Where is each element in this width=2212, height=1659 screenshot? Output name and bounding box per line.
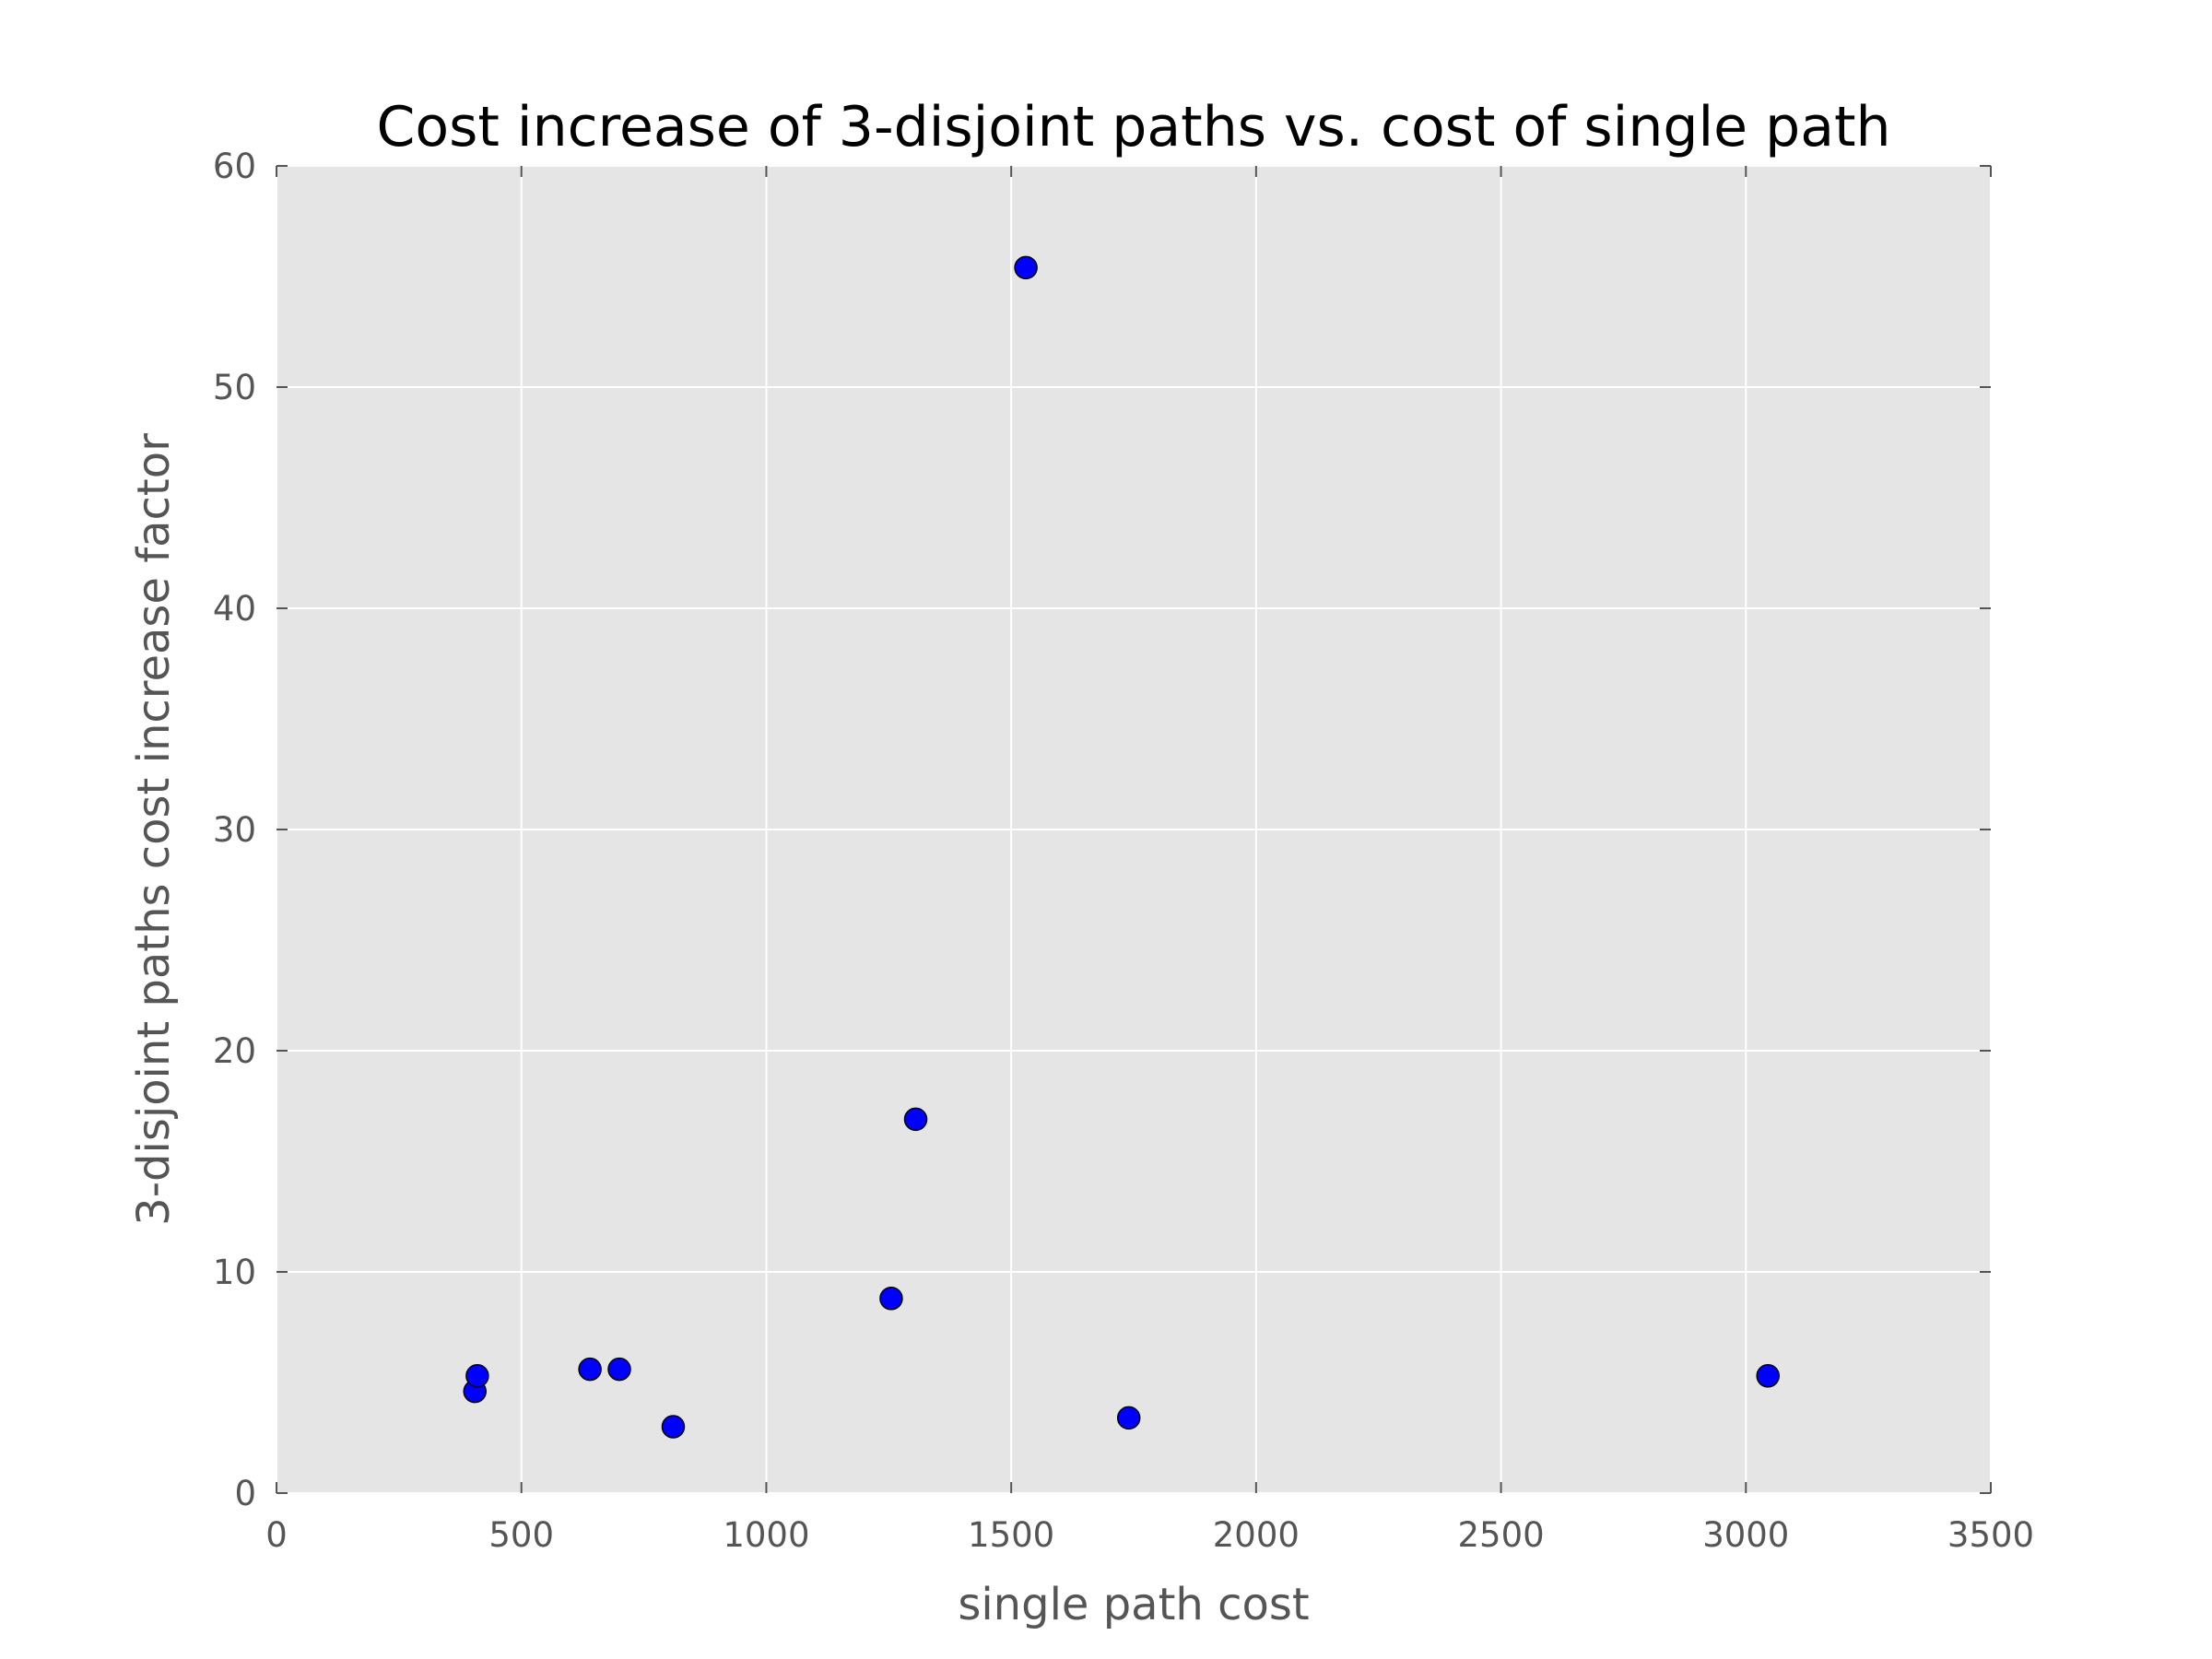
x-tick-label: 0 — [265, 1515, 288, 1555]
x-tick-label: 3000 — [1702, 1515, 1789, 1555]
x-tick-label: 1000 — [723, 1515, 809, 1555]
x-axis-label: single path cost — [958, 1579, 1309, 1630]
x-tick-label: 500 — [488, 1515, 554, 1555]
data-point — [661, 1415, 686, 1439]
y-tick-label: 40 — [213, 589, 256, 629]
y-tick-label: 10 — [213, 1253, 256, 1292]
y-tick-label: 60 — [213, 147, 256, 186]
x-tick-label: 3500 — [1947, 1515, 2034, 1555]
data-point — [465, 1364, 489, 1388]
data-point — [903, 1107, 928, 1132]
data-point — [578, 1357, 602, 1382]
y-tick-label: 30 — [213, 810, 256, 850]
chart-title: Cost increase of 3-disjoint paths vs. co… — [376, 95, 1890, 159]
y-tick-label: 20 — [213, 1031, 256, 1071]
x-tick-label: 1500 — [968, 1515, 1054, 1555]
y-tick-labels: 0 10 20 30 40 50 60 — [213, 147, 256, 1513]
x-tick-label: 2000 — [1213, 1515, 1300, 1555]
x-tick-labels: 0 500 1000 1500 2000 2500 3000 3500 — [265, 1515, 2034, 1555]
axis-ticks — [276, 165, 1992, 1494]
y-tick-label: 50 — [213, 368, 256, 407]
y-tick-label: 0 — [234, 1474, 256, 1513]
x-tick-label: 2500 — [1457, 1515, 1544, 1555]
data-point — [1116, 1406, 1141, 1430]
data-point — [1014, 255, 1038, 280]
data-point — [607, 1357, 631, 1382]
data-points — [463, 255, 1780, 1439]
data-point — [879, 1287, 903, 1311]
data-point — [1756, 1364, 1780, 1388]
y-axis-label: 3-disjoint paths cost increase factor — [128, 433, 180, 1226]
